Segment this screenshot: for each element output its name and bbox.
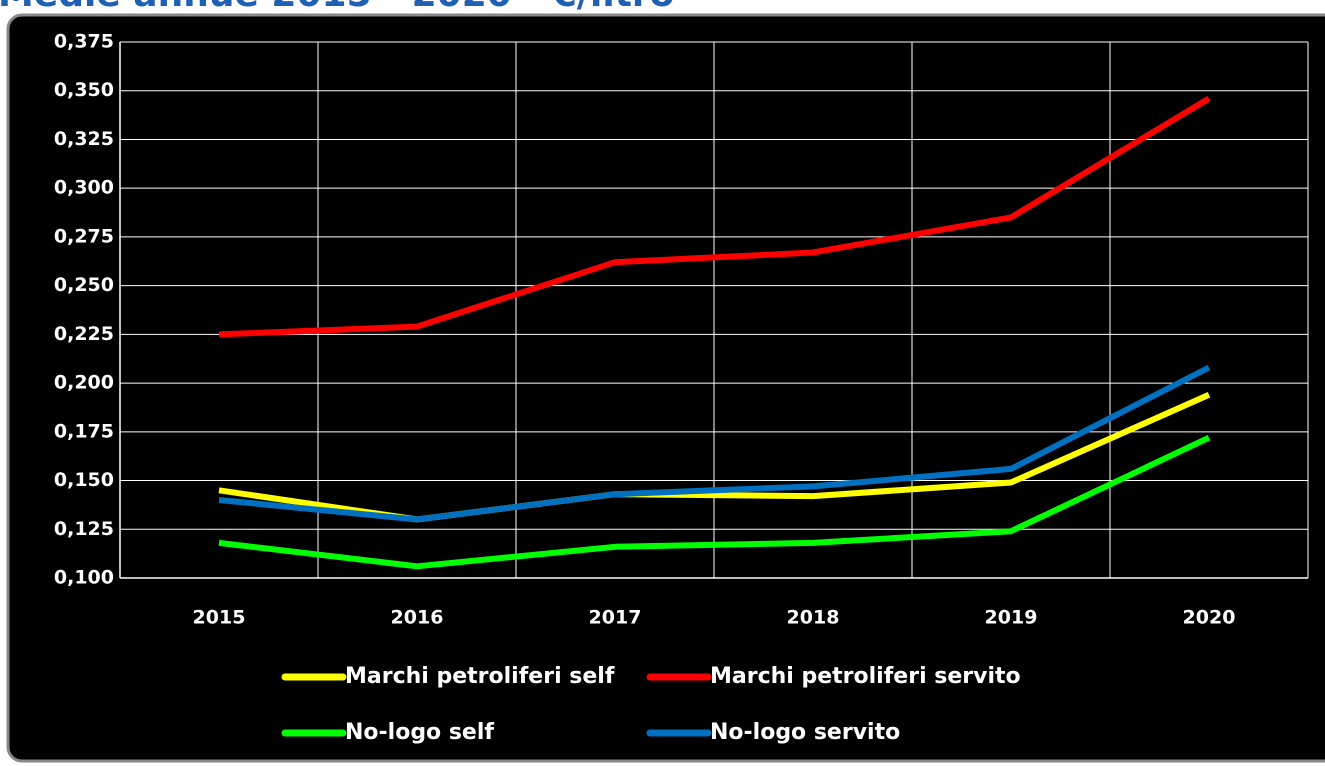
y-tick-label: 0,275 (54, 225, 114, 247)
y-tick-label: 0,250 (54, 274, 114, 296)
y-tick-label: 0,325 (54, 128, 114, 150)
y-tick-label: 0,225 (54, 323, 114, 345)
series-line (218, 434, 1211, 570)
legend-label: No-logo self (345, 720, 494, 745)
y-tick-label: 0,300 (54, 177, 114, 199)
y-tick-label: 0,150 (54, 469, 114, 491)
chart-title: Medie annue 2015 - 2020 - €/litro (0, 0, 674, 15)
x-tick-label: 2020 (1183, 607, 1236, 629)
y-tick-label: 0,375 (54, 31, 114, 53)
chart-frame (6, 13, 1325, 763)
x-tick-label: 2016 (391, 607, 444, 629)
series-line (218, 95, 1211, 338)
y-tick-label: 0,125 (54, 518, 114, 540)
legend-label: Marchi petroliferi self (345, 664, 615, 689)
x-tick-label: 2018 (787, 607, 840, 629)
x-tick-label: 2017 (589, 607, 642, 629)
y-tick-label: 0,175 (54, 420, 114, 442)
y-tick-label: 0,100 (54, 567, 114, 589)
y-tick-label: 0,200 (54, 372, 114, 394)
legend-label: No-logo servito (710, 720, 900, 745)
y-tick-label: 0,350 (54, 79, 114, 101)
x-tick-label: 2015 (193, 607, 246, 629)
x-tick-label: 2019 (985, 607, 1038, 629)
series-line (218, 364, 1211, 523)
legend-label: Marchi petroliferi servito (710, 664, 1021, 689)
